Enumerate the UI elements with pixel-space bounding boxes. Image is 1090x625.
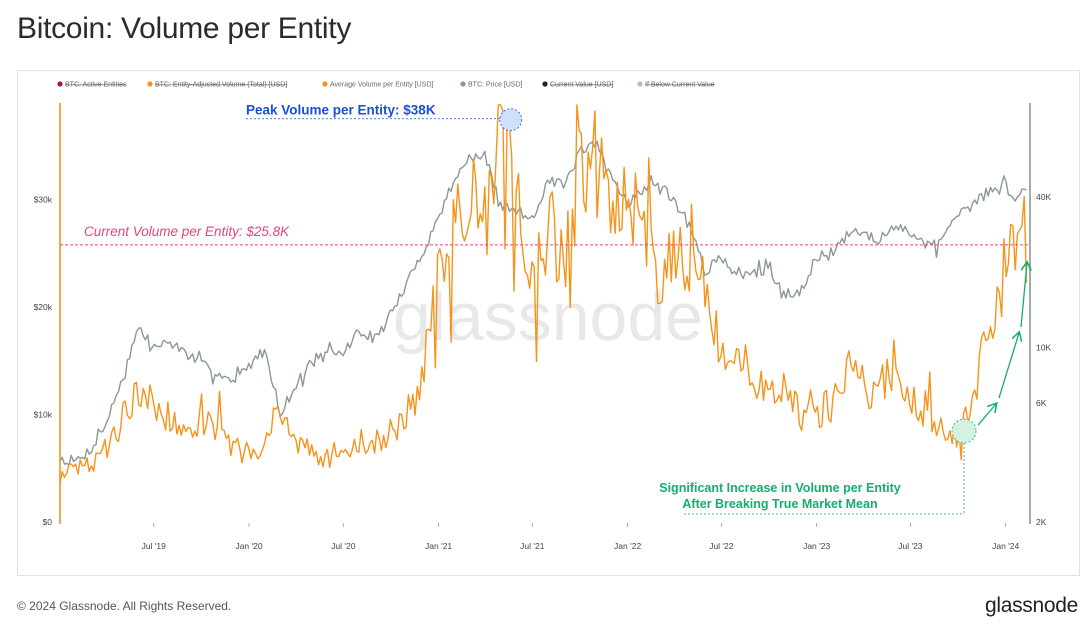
y-left-tick-label: $10k [34, 410, 53, 420]
x-tick-label: Jul '23 [898, 541, 923, 551]
copyright: © 2024 Glassnode. All Rights Reserved. [17, 599, 232, 613]
x-tick-label: Jan '24 [992, 541, 1019, 551]
increase-marker [951, 418, 977, 444]
chart-frame [17, 70, 1080, 576]
peak-marker [499, 108, 523, 132]
x-tick-label: Jan '23 [803, 541, 830, 551]
page-title: Bitcoin: Volume per Entity [17, 12, 352, 45]
x-tick-label: Jul '22 [709, 541, 734, 551]
price-series [59, 140, 1027, 466]
y-right-tick-label: 6K [1036, 398, 1047, 408]
y-left-tick-label: $0 [43, 517, 53, 527]
y-right-tick-label: 40K [1036, 192, 1051, 202]
legend-label: If Below Current Value [645, 82, 715, 89]
legend-label: BTC: Entity-Adjusted Volume (Total) [USD… [155, 82, 287, 89]
legend-label: BTC: Active Entities [65, 82, 127, 89]
brand-logo: glassnode [984, 594, 1078, 617]
x-tick-label: Jan '20 [235, 541, 262, 551]
x-tick-label: Jul '19 [142, 541, 167, 551]
y-left-tick-label: $30k [34, 195, 53, 205]
legend-dot [147, 81, 153, 87]
legend-dot [322, 81, 328, 87]
volume-series [59, 104, 1028, 484]
legend: BTC: Active Entities BTC: Entity-Adjusted… [57, 81, 715, 89]
legend-dot [460, 81, 466, 87]
y-right-tick-label: 10K [1036, 342, 1051, 352]
increase-label-line1: Significant Increase in Volume per Entit… [659, 481, 901, 495]
legend-label: Average Volume per Entity [USD] [330, 82, 433, 89]
legend-label: BTC: Price [USD] [468, 82, 523, 89]
peak-label: Peak Volume per Entity: $38K [246, 103, 436, 118]
legend-label: Current Value [USD] [550, 82, 613, 89]
price-line [59, 140, 1027, 466]
tick-labels: Jul '19 Jan '20 Jul '20 Jan '21 Jul '21 Jan '… [34, 192, 1052, 551]
increase-arrow [998, 333, 1019, 399]
increase-arrow [1020, 263, 1027, 328]
current-value-label: Current Volume per Entity: $25.8K [84, 224, 290, 239]
annotations: Current Volume per Entity: $25.8K Peak Vo… [60, 103, 1029, 515]
legend-dot [637, 81, 643, 87]
legend-dot [57, 81, 63, 87]
x-tick-label: Jul '21 [520, 541, 545, 551]
x-tick-label: Jan '21 [425, 541, 452, 551]
x-tick-label: Jul '20 [331, 541, 356, 551]
x-tick-label: Jan '22 [614, 541, 641, 551]
y-right-tick-label: 2K [1036, 517, 1047, 527]
watermark: glassnode [393, 279, 703, 355]
increase-label-line2: After Breaking True Market Mean [682, 497, 877, 511]
y-left-tick-label: $20k [34, 302, 53, 312]
axes [59, 103, 1031, 524]
increase-arrow [977, 404, 996, 426]
volume-line [59, 104, 1028, 484]
legend-dot [542, 81, 548, 87]
